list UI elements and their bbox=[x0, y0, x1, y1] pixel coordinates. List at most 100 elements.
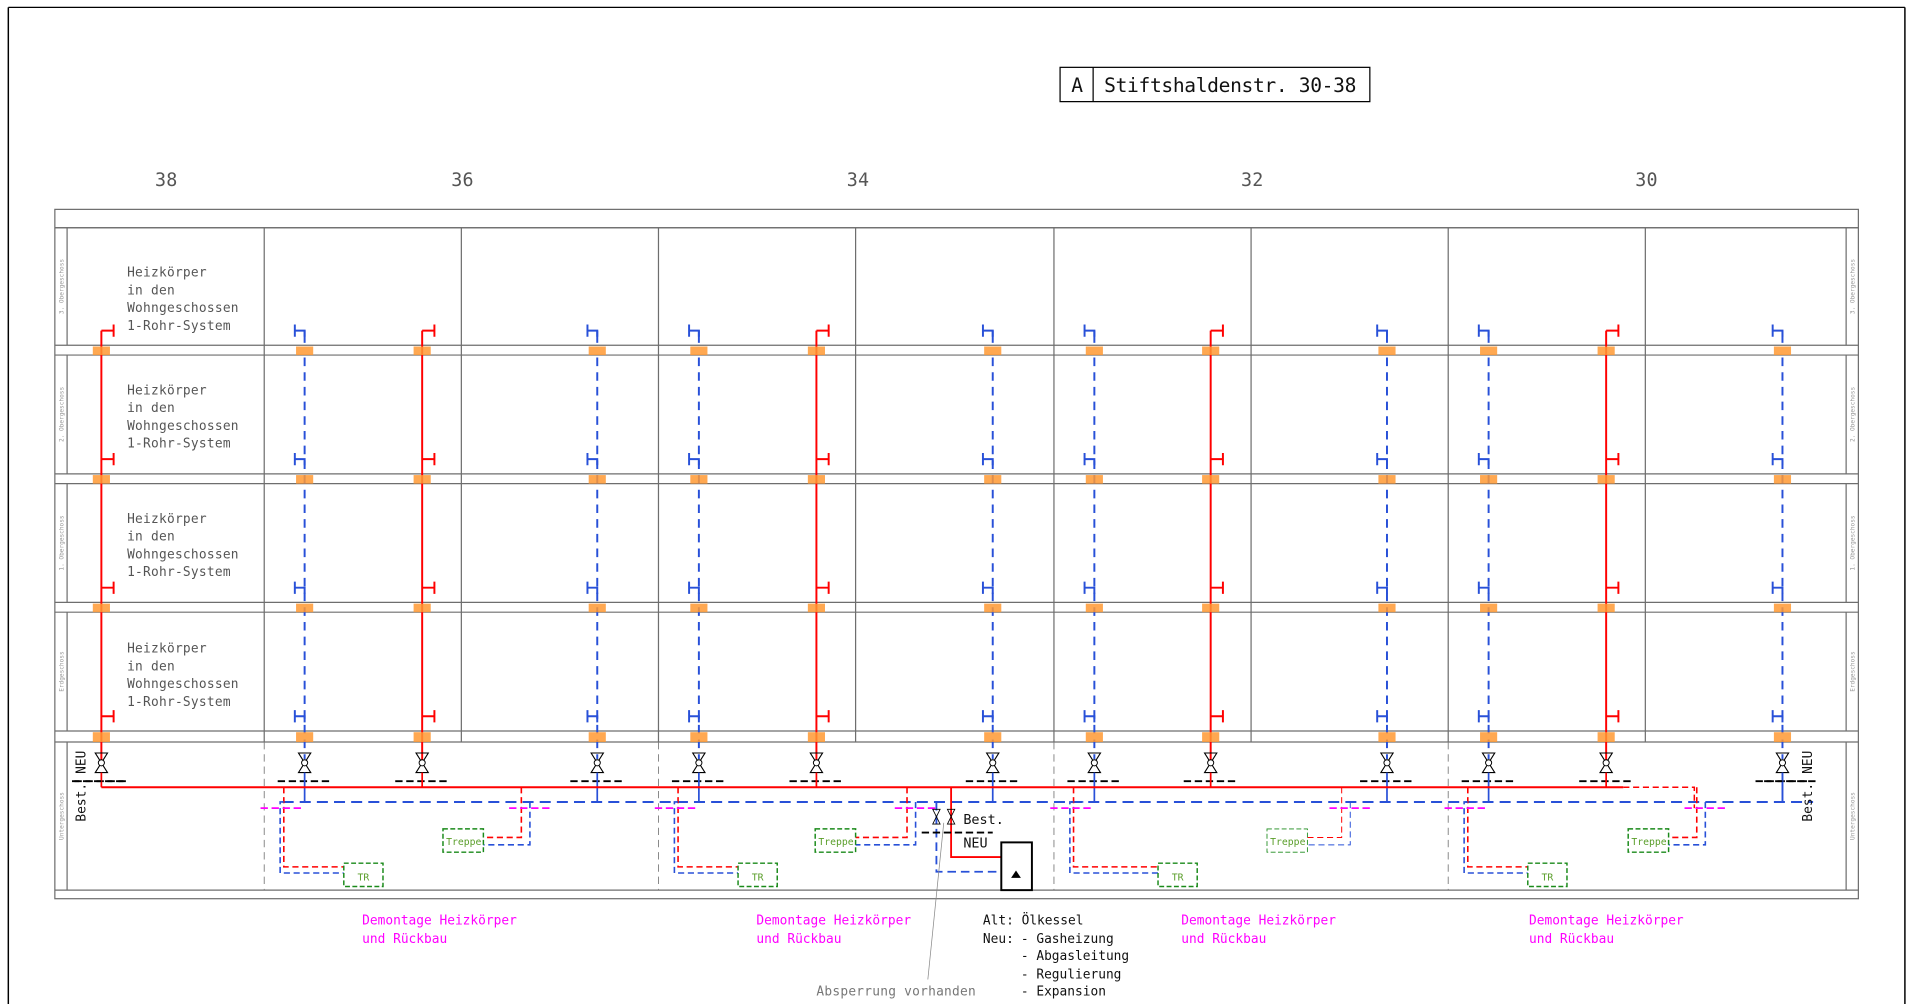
supply-branch-tr bbox=[677, 787, 739, 868]
radiator-connection-icon bbox=[1771, 453, 1784, 466]
pipe-sleeve-icon bbox=[1773, 732, 1792, 742]
return-riser bbox=[671, 324, 726, 802]
valve-body bbox=[1087, 752, 1102, 774]
return-branch-stair bbox=[854, 801, 917, 846]
valve-stem bbox=[418, 759, 426, 767]
boiler-neu-label: NEU bbox=[963, 836, 987, 851]
pipe-sleeve-icon bbox=[296, 603, 314, 613]
valve-icon bbox=[1379, 752, 1395, 774]
supply-branch-stair bbox=[854, 787, 908, 839]
pipe-sleeve-icon bbox=[588, 603, 606, 613]
tr-label: TR bbox=[752, 872, 764, 883]
floor-label-left: 3. Obergeschoss bbox=[58, 259, 65, 314]
floor-note-line: Heizkörper bbox=[127, 512, 207, 527]
floor-note-line: 1-Rohr-System bbox=[127, 695, 231, 710]
pipe-sleeve-icon bbox=[984, 475, 1002, 484]
valve-body bbox=[1379, 752, 1395, 774]
radiator-connection-icon bbox=[422, 453, 436, 466]
floor-label-left: 1. Obergeschoss bbox=[58, 515, 65, 570]
valve-icon bbox=[932, 808, 941, 825]
radiator-connection-icon bbox=[586, 324, 599, 337]
pipe-sleeve-icon bbox=[413, 603, 431, 613]
floor-note-line: 1-Rohr-System bbox=[127, 437, 231, 452]
return-branch-tr bbox=[1069, 801, 1159, 874]
pipe-sleeve-icon bbox=[413, 475, 431, 484]
return-riser bbox=[277, 324, 332, 802]
valve-stem bbox=[593, 759, 601, 767]
radiator-connection-icon bbox=[101, 581, 115, 594]
supply-riser bbox=[1579, 324, 1634, 788]
pipe-sleeve-icon bbox=[1378, 346, 1396, 356]
return-branch-tr bbox=[279, 801, 344, 874]
pipe-sleeve-icon bbox=[1085, 603, 1103, 613]
boiler-item: - Regulierung bbox=[1021, 967, 1122, 982]
boiler-note: Alt: Ölkessel Neu: - Gasheizung - Abgasl… bbox=[983, 911, 1129, 999]
side-label-best-right: Best. bbox=[1801, 783, 1816, 822]
valve-stem bbox=[97, 759, 105, 767]
title-block: A Stiftshaldenstr. 30-38 bbox=[1059, 66, 1371, 103]
stair-box bbox=[442, 828, 485, 853]
floor-notes: Heizkörper in den Wohngeschossen 1-Rohr-Sys… bbox=[127, 266, 238, 710]
floor-note-line: in den bbox=[127, 530, 175, 545]
valve-body bbox=[94, 752, 109, 774]
house-number: 38 bbox=[155, 170, 178, 191]
pipe-sleeve-icon bbox=[984, 732, 1002, 742]
floor-label-right: 2. Obergeschoss bbox=[1850, 387, 1857, 442]
tr-label: TR bbox=[1172, 872, 1184, 883]
valve-stem bbox=[1207, 759, 1215, 767]
pipe-sleeve-icon bbox=[588, 475, 606, 484]
demolition-note: und Rückbau bbox=[1529, 932, 1614, 947]
floor-label-right: Untergeschoss bbox=[1850, 792, 1857, 840]
return-riser bbox=[570, 324, 625, 802]
valve-body bbox=[1775, 752, 1790, 774]
pipe-sleeve-icon bbox=[92, 732, 110, 742]
valve-icon bbox=[1087, 752, 1102, 774]
supply-branch-tr bbox=[1466, 787, 1528, 868]
valve-stem bbox=[1485, 759, 1493, 767]
tr-label: TR bbox=[358, 872, 370, 883]
stair-label: Treppe bbox=[1631, 837, 1666, 848]
valve-stem bbox=[301, 759, 309, 767]
valve-body bbox=[1203, 752, 1218, 774]
valve-body bbox=[590, 752, 605, 774]
valve-icon bbox=[590, 752, 605, 774]
radiator-connection-icon bbox=[1210, 324, 1224, 337]
radiator-connection-icon bbox=[1210, 581, 1224, 594]
title-address: Stiftshaldenstr. 30-38 bbox=[1104, 74, 1356, 97]
stair-box bbox=[1266, 828, 1308, 853]
pipe-sleeve-icon bbox=[92, 346, 110, 356]
boiler-best-label: Best. bbox=[963, 813, 1004, 828]
radiator-connection-icon bbox=[688, 710, 700, 723]
stair-label: Treppe bbox=[446, 837, 481, 848]
pipe-sleeve-icon bbox=[1378, 732, 1396, 742]
side-label-best-left: Best. bbox=[74, 783, 89, 822]
valve-body bbox=[809, 752, 824, 774]
radiator-connection-icon bbox=[1771, 324, 1784, 337]
pipe-sleeve-icon bbox=[1085, 346, 1103, 356]
radiator-connection-icon bbox=[981, 710, 994, 723]
supply-riser bbox=[1183, 324, 1238, 788]
radiator-connection-icon bbox=[1083, 324, 1096, 337]
pipe-sleeve-icon bbox=[1773, 346, 1792, 356]
pipe-sleeve-icon bbox=[690, 732, 708, 742]
pipe-sleeve-icon bbox=[690, 346, 708, 356]
boiler-old-note: Alt: Ölkessel bbox=[983, 911, 1084, 928]
radiator-connection-icon bbox=[1083, 581, 1096, 594]
radiator-connection-icon bbox=[586, 581, 599, 594]
stair-label: Treppe bbox=[1270, 837, 1305, 848]
demolition-section: TR Treppe bbox=[1050, 787, 1373, 888]
return-branch-stair bbox=[482, 801, 531, 846]
basement-distribution: NEU Best. NEU Best. TR Treppe TR Treppe TR Treppe… bbox=[71, 751, 1816, 888]
supply-branch-stair bbox=[1306, 787, 1343, 838]
radiator-connection-icon bbox=[1210, 710, 1224, 723]
floor-label-right: Erdgeschoss bbox=[1850, 651, 1857, 692]
pipe-sleeve-icon bbox=[1085, 475, 1103, 484]
floor-grid: 3. Obergeschoss 3. Obergeschoss 2. Oberges… bbox=[54, 208, 1859, 900]
radiator-connection-icon bbox=[1477, 581, 1490, 594]
radiator-connection-icon bbox=[1771, 581, 1784, 594]
boiler-flame-icon bbox=[1011, 870, 1021, 878]
demolition-section: TR Treppe bbox=[1444, 787, 1728, 888]
radiator-connection-icon bbox=[293, 453, 306, 466]
radiator-connection-icon bbox=[422, 710, 436, 723]
